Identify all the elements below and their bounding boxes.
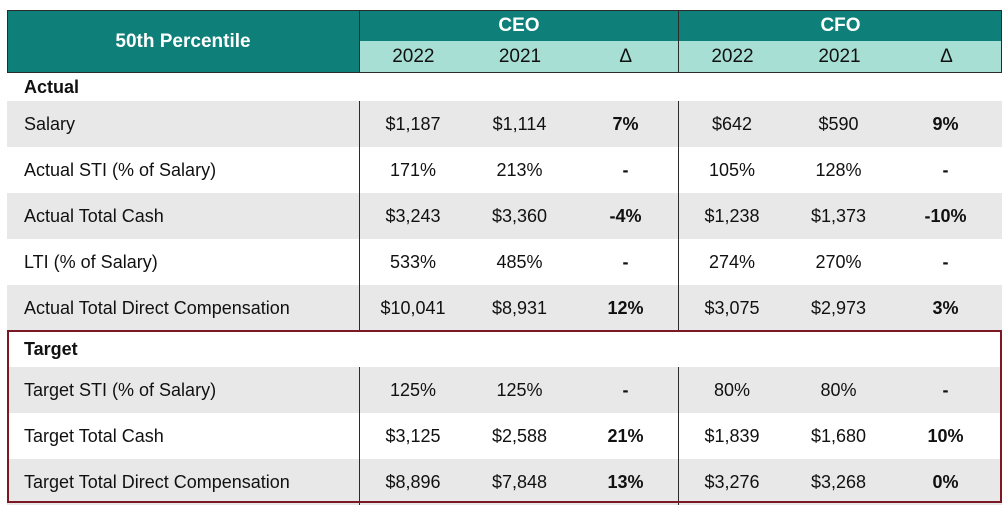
compensation-table: 50th Percentile CEO CFO 2022 2021 Δ 2022… xyxy=(7,10,1002,505)
ceo-2021-value: 213% xyxy=(496,159,543,180)
ceo-2021-value: $7,848 xyxy=(491,471,548,492)
table-row: LTI (% of Salary) 533% 485% - 274% 270% … xyxy=(7,239,1002,285)
table-row: Actual STI (% of Salary) 171% 213% - 105… xyxy=(7,147,1002,193)
table-row: Target STI (% of Salary) 125% 125% - 80%… xyxy=(7,367,1002,413)
header-cfo-2022: 2022 xyxy=(711,46,754,67)
header-cfo-years: 2022 2021 Δ xyxy=(678,41,1002,73)
header-ceo-2021: 2021 xyxy=(498,46,542,67)
cfo-2021-value: $2,973 xyxy=(810,297,867,318)
cfo-2021-value: $1,680 xyxy=(810,425,867,446)
row-label: Salary xyxy=(24,113,76,134)
ceo-2022-value: $3,125 xyxy=(359,413,466,459)
table-row: Actual Total Direct Compensation $10,041… xyxy=(7,285,1002,331)
ceo-delta-value: -4% xyxy=(609,205,642,226)
ceo-delta-value: - xyxy=(622,251,629,272)
header-ceo-2022: 2022 xyxy=(392,46,435,67)
cfo-2022-value: $3,075 xyxy=(678,285,785,331)
cfo-delta-value: 3% xyxy=(932,297,959,318)
header-title: 50th Percentile xyxy=(7,10,359,73)
cfo-delta-value: 9% xyxy=(932,113,959,134)
row-label: Target Total Direct Compensation xyxy=(24,471,290,492)
cfo-delta-value: -10% xyxy=(924,205,967,226)
cfo-2021-value: $3,268 xyxy=(810,471,867,492)
section-actual-label: Actual xyxy=(24,76,80,97)
table-row: Target Total Direct Compensation $8,896 … xyxy=(7,459,1002,505)
table-row: Salary $1,187 $1,114 7% $642 $590 9% xyxy=(7,101,1002,147)
cfo-2022-value: 274% xyxy=(678,239,785,285)
cfo-2022-value: 80% xyxy=(678,367,785,413)
cfo-2022-value: $642 xyxy=(678,101,785,147)
section-target-label: Target xyxy=(24,338,78,359)
cfo-2022-value: $1,839 xyxy=(678,413,785,459)
ceo-delta-value: 12% xyxy=(607,297,644,318)
header-ceo-years: 2022 2021 Δ xyxy=(359,41,678,73)
cfo-2022-value: $3,276 xyxy=(678,459,785,505)
ceo-2022-value: 171% xyxy=(359,147,466,193)
row-label: Target Total Cash xyxy=(24,425,164,446)
header-group-ceo: CEO xyxy=(359,10,678,41)
header-ceo-delta: Δ xyxy=(619,46,633,67)
row-label: LTI (% of Salary) xyxy=(24,251,158,272)
ceo-delta-value: 21% xyxy=(607,425,644,446)
cfo-2022-value: 105% xyxy=(678,147,785,193)
ceo-2021-value: $1,114 xyxy=(492,113,547,134)
ceo-2022-value: 533% xyxy=(359,239,466,285)
cfo-2021-value: $590 xyxy=(818,113,859,134)
row-label: Actual STI (% of Salary) xyxy=(24,159,217,180)
cfo-2021-value: $1,373 xyxy=(810,205,867,226)
row-label: Actual Total Cash xyxy=(24,205,164,226)
cfo-delta-value: - xyxy=(942,251,949,272)
table-row: Actual Total Cash $3,243 $3,360 -4% $1,2… xyxy=(7,193,1002,239)
ceo-2021-value: $8,931 xyxy=(491,297,548,318)
ceo-2022-value: 125% xyxy=(359,367,466,413)
cfo-delta-value: 0% xyxy=(932,471,959,492)
ceo-2022-value: $8,896 xyxy=(359,459,466,505)
cfo-delta-value: - xyxy=(942,379,949,400)
ceo-delta-value: 13% xyxy=(607,471,644,492)
header-cfo-2021: 2021 xyxy=(818,46,861,67)
ceo-2022-value: $10,041 xyxy=(359,285,466,331)
cfo-2021-value: 128% xyxy=(815,159,862,180)
ceo-2021-value: 485% xyxy=(496,251,543,272)
row-label: Actual Total Direct Compensation xyxy=(24,297,290,318)
ceo-delta-value: 7% xyxy=(612,113,639,134)
cfo-delta-value: - xyxy=(942,159,949,180)
ceo-2021-value: 125% xyxy=(496,379,543,400)
ceo-delta-value: - xyxy=(622,159,629,180)
ceo-2021-value: $3,360 xyxy=(491,205,548,226)
ceo-2022-value: $3,243 xyxy=(359,193,466,239)
ceo-2022-value: $1,187 xyxy=(359,101,466,147)
table-header: 50th Percentile CEO CFO 2022 2021 Δ 2022… xyxy=(7,10,1002,73)
ceo-delta-value: - xyxy=(622,379,629,400)
header-group-cfo: CFO xyxy=(678,10,1002,41)
table-row: Target Total Cash $3,125 $2,588 21% $1,8… xyxy=(7,413,1002,459)
cfo-delta-value: 10% xyxy=(927,425,964,446)
row-label: Target STI (% of Salary) xyxy=(24,379,217,400)
cfo-2021-value: 270% xyxy=(815,251,862,272)
header-cfo-delta: Δ xyxy=(940,46,953,67)
cfo-2021-value: 80% xyxy=(820,379,857,400)
cfo-2022-value: $1,238 xyxy=(678,193,785,239)
ceo-2021-value: $2,588 xyxy=(491,425,548,446)
